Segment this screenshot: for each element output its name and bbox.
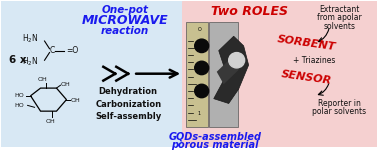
- Text: solvents: solvents: [324, 22, 355, 31]
- Text: C: C: [50, 46, 55, 55]
- Text: 6 x: 6 x: [9, 55, 26, 65]
- Circle shape: [195, 84, 209, 98]
- FancyBboxPatch shape: [182, 0, 378, 149]
- Text: OH: OH: [70, 98, 80, 103]
- FancyBboxPatch shape: [186, 22, 208, 128]
- Text: Extractant: Extractant: [319, 5, 359, 14]
- Text: OH: OH: [60, 82, 70, 87]
- Text: =O: =O: [67, 46, 79, 55]
- Text: HO: HO: [15, 93, 25, 98]
- Text: 1: 1: [198, 111, 201, 116]
- Circle shape: [195, 61, 209, 75]
- Text: MICROWAVE: MICROWAVE: [82, 14, 169, 27]
- Text: $\rm H_2N$: $\rm H_2N$: [22, 33, 39, 45]
- FancyBboxPatch shape: [0, 0, 202, 149]
- FancyBboxPatch shape: [209, 22, 238, 128]
- Text: Carbonization: Carbonization: [95, 100, 161, 109]
- Text: Two ROLES: Two ROLES: [211, 5, 288, 17]
- Text: Reporter in: Reporter in: [318, 99, 361, 108]
- Text: porous material: porous material: [171, 140, 259, 150]
- Text: O: O: [198, 27, 202, 32]
- Text: + Triazines: + Triazines: [293, 56, 336, 65]
- Text: Self-assembly: Self-assembly: [95, 112, 161, 121]
- Circle shape: [195, 39, 209, 53]
- Text: polar solvents: polar solvents: [312, 107, 367, 116]
- Text: OH: OH: [38, 77, 47, 82]
- Text: $\rm H_2N$: $\rm H_2N$: [22, 56, 39, 68]
- Text: reaction: reaction: [101, 26, 149, 36]
- Text: HO: HO: [15, 103, 25, 108]
- Text: SENSOR: SENSOR: [280, 69, 333, 86]
- Polygon shape: [217, 58, 239, 84]
- Polygon shape: [214, 36, 249, 104]
- Text: One-pot: One-pot: [102, 5, 149, 15]
- Text: from apolar: from apolar: [317, 13, 362, 22]
- Text: OH: OH: [46, 119, 56, 124]
- Circle shape: [229, 53, 245, 68]
- Text: GQDs-assembled: GQDs-assembled: [169, 131, 262, 141]
- Text: SORBENT: SORBENT: [277, 34, 336, 52]
- Text: Dehydration: Dehydration: [99, 87, 158, 96]
